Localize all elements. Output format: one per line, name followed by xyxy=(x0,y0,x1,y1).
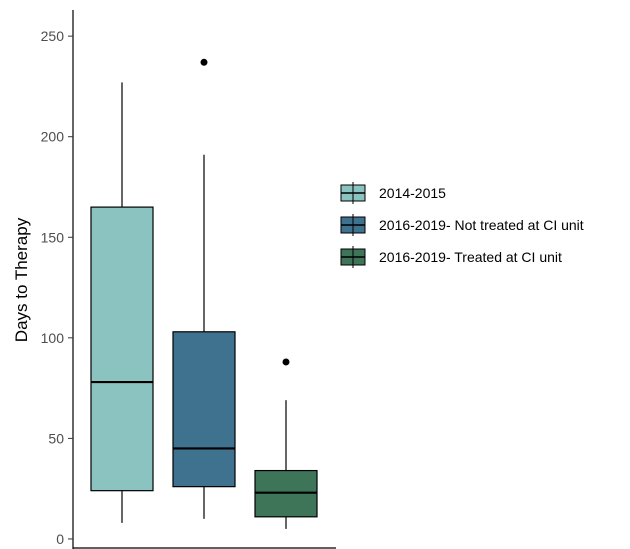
box-group xyxy=(90,82,154,523)
legend-label: 2016-2019- Not treated at CI unit xyxy=(379,217,584,233)
box-group xyxy=(254,358,318,529)
legend-label: 2014-2015 xyxy=(379,185,446,201)
outlier-point xyxy=(282,358,290,366)
legend-label: 2016-2019- Treated at CI unit xyxy=(379,249,562,265)
y-axis: 0 50 100 150 200 250 xyxy=(41,10,336,549)
outlier-point xyxy=(200,58,208,66)
box xyxy=(172,331,236,488)
boxes xyxy=(90,58,318,529)
y-tick-label: 200 xyxy=(41,129,65,145)
legend-item: 2016-2019- Not treated at CI unit xyxy=(340,214,584,236)
y-tick-label: 50 xyxy=(48,430,64,446)
y-tick-label: 100 xyxy=(41,330,65,346)
legend-item: 2014-2015 xyxy=(340,182,446,204)
y-axis-title: Days to Therapy xyxy=(12,217,31,342)
y-tick-label: 150 xyxy=(41,229,65,245)
legend-item: 2016-2019- Treated at CI unit xyxy=(340,246,562,268)
y-tick-label: 250 xyxy=(41,28,65,44)
legend: 2014-2015 2016-2019- Not treated at CI un… xyxy=(340,182,584,268)
box xyxy=(90,206,154,492)
y-tick-label: 0 xyxy=(56,531,64,547)
box-group xyxy=(172,58,236,519)
